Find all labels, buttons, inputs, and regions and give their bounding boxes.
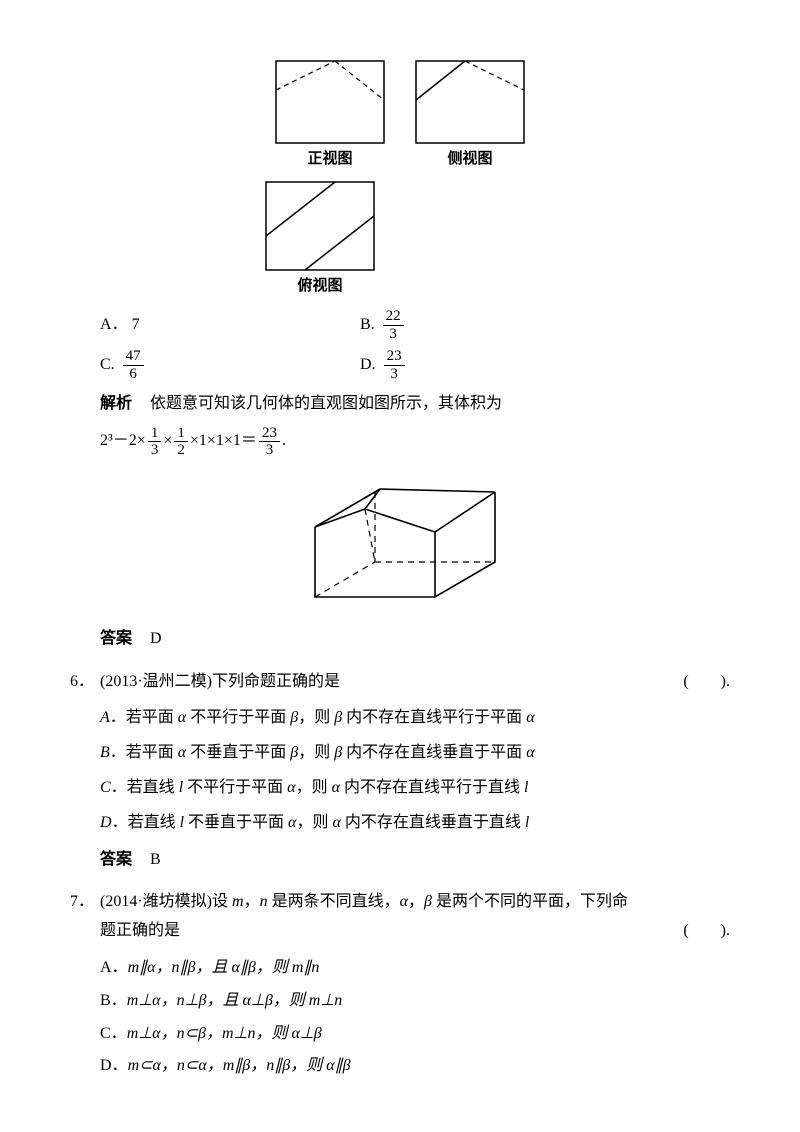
q6-stem: (2013·温州二模)下列命题正确的是 ( ). xyxy=(100,668,730,697)
q6-number: 6． xyxy=(70,668,100,875)
question-6: 6． (2013·温州二模)下列命题正确的是 ( ). A．若平面 α 不平行于… xyxy=(70,668,730,875)
q7-choice-a: A．m∥α，n∥β，且 α∥β，则 m∥n xyxy=(100,954,730,983)
q7-number: 7． xyxy=(70,888,100,1085)
q5-explanation: 解析 依题意可知该几何体的直观图如图所示，其体积为 xyxy=(100,390,730,419)
q5-options: A． 7 B. 223 C. 476 D. 233 xyxy=(100,308,730,382)
q5-solid-figure xyxy=(70,477,730,607)
top-view-svg xyxy=(265,181,375,271)
q5-option-c: C. 476 xyxy=(100,348,360,382)
q5-option-d: D. 233 xyxy=(360,348,620,382)
q7-choices: A．m∥α，n∥β，且 α∥β，则 m∥n B．m⊥α，n⊥β，且 α⊥β，则 … xyxy=(100,954,730,1081)
views-row-1: 正视图 侧视图 xyxy=(70,60,730,173)
q7-choice-d: D．m⊂α，n⊂α，m∥β，n∥β，则 α∥β xyxy=(100,1052,730,1081)
q6-choice-c: C．若直线 l 不平行于平面 α，则 α 内不存在直线平行于直线 l xyxy=(100,774,730,803)
q5-answer: 答案 D xyxy=(100,625,730,654)
q7-choice-c: C．m⊥α，n⊂β，m⊥n，则 α⊥β xyxy=(100,1020,730,1049)
q6-choices: A．若平面 α 不平行于平面 β，则 β 内不存在直线平行于平面 α B．若平面… xyxy=(100,704,730,837)
front-view-label: 正视图 xyxy=(307,146,352,173)
q5-formula: 2³－2× 13 × 12 ×1×1×1＝ 233 . xyxy=(100,425,730,459)
q7-stem-line2: 题正确的是 ( ). xyxy=(100,917,730,946)
q6-choice-b: B．若平面 α 不垂直于平面 β，则 β 内不存在直线垂直于平面 α xyxy=(100,739,730,768)
side-view-label: 侧视图 xyxy=(447,146,492,173)
top-view: 俯视图 xyxy=(265,181,375,300)
q7-choice-b: B．m⊥α，n⊥β，且 α⊥β，则 m⊥n xyxy=(100,987,730,1016)
front-view: 正视图 xyxy=(275,60,385,173)
top-view-label: 俯视图 xyxy=(297,273,342,300)
side-view: 侧视图 xyxy=(415,60,525,173)
q5-option-b: B. 223 xyxy=(360,308,620,342)
q6-choice-a: A．若平面 α 不平行于平面 β，则 β 内不存在直线平行于平面 α xyxy=(100,704,730,733)
q6-choice-d: D．若直线 l 不垂直于平面 α，则 α 内不存在直线垂直于直线 l xyxy=(100,809,730,838)
q7-stem-line1: (2014·潍坊模拟)设 m，n 是两条不同直线，α，β 是两个不同的平面，下列… xyxy=(100,888,730,917)
front-view-svg xyxy=(275,60,385,144)
solid-svg xyxy=(295,477,505,607)
question-7: 7． (2014·潍坊模拟)设 m，n 是两条不同直线，α，β 是两个不同的平面… xyxy=(70,888,730,1085)
views-row-2: 俯视图 xyxy=(265,181,730,300)
q6-answer: 答案 B xyxy=(100,846,730,875)
side-view-svg xyxy=(415,60,525,144)
q5-option-a: A． 7 xyxy=(100,308,360,342)
